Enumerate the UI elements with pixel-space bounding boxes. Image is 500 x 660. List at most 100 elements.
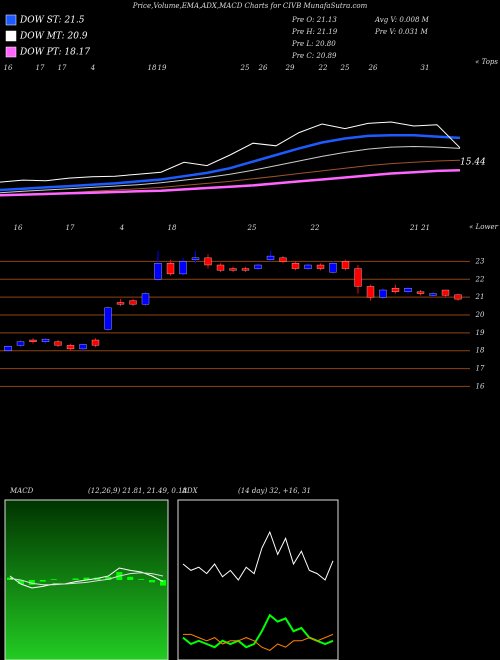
- candle-body: [279, 257, 287, 262]
- adx-label: ADX: [181, 487, 199, 495]
- ema-line: [0, 145, 461, 194]
- candle-body: [416, 291, 425, 294]
- candle-body: [179, 261, 187, 275]
- candle-body: [291, 263, 300, 269]
- candle-body: [116, 302, 125, 305]
- candle-body: [91, 339, 100, 346]
- date-label: 26: [368, 64, 378, 72]
- candle-body: [304, 264, 312, 269]
- date-label: 17: [36, 64, 45, 72]
- date-label: 25: [247, 224, 257, 232]
- candle-body: [241, 268, 250, 271]
- legend-swatch: [5, 30, 17, 42]
- macd-line: [9, 567, 164, 589]
- candle-body: [229, 268, 237, 271]
- macd-histogram-bar: [149, 580, 156, 583]
- stat-label: Avg V: 0.008 M: [374, 16, 430, 24]
- candle-body: [166, 263, 175, 275]
- candle-body: [429, 293, 437, 296]
- corner-label: « Tops: [475, 58, 498, 66]
- y-tick-label: 19: [476, 329, 485, 337]
- candle-body: [404, 288, 412, 292]
- date-label: 26: [258, 64, 268, 72]
- stat-label: Pre V: 0.031 M: [374, 28, 429, 36]
- candle-body: [204, 257, 212, 266]
- date-label: 21 21: [409, 224, 430, 232]
- macd-histogram-bar: [105, 576, 112, 580]
- macd-params: (12,26,9) 21.81, 21.49, 0.18: [88, 487, 188, 495]
- candle-body: [191, 257, 200, 260]
- candle-body: [366, 286, 375, 298]
- macd-histogram-bar: [72, 578, 79, 580]
- candle-body: [29, 339, 37, 342]
- candle-body: [341, 261, 350, 269]
- date-label: 17: [66, 224, 75, 232]
- adx-line: [183, 633, 334, 651]
- date-label: 18: [168, 224, 177, 232]
- macd-histogram-bar: [39, 580, 46, 582]
- date-label: 31: [421, 64, 430, 72]
- y-tick-label: 18: [476, 347, 485, 355]
- candle-body: [141, 293, 150, 305]
- candle-body: [391, 288, 400, 292]
- date-label: 22: [310, 224, 320, 232]
- page-title: Price,Volume,EMA,ADX,MACD Charts for CIV…: [132, 2, 368, 10]
- candle-body: [354, 268, 362, 287]
- candle-body: [54, 341, 62, 346]
- candle-body: [441, 289, 450, 296]
- candle-body: [66, 345, 75, 350]
- date-label: 19: [158, 64, 167, 72]
- y-tick-label: 21: [475, 293, 485, 301]
- candle-body: [154, 263, 162, 280]
- candle-body: [316, 264, 325, 269]
- ema-line: [0, 168, 461, 197]
- y-tick-label: 23: [475, 257, 485, 265]
- y-tick-label: 20: [475, 311, 485, 319]
- candle-body: [379, 289, 387, 298]
- stat-label: Pre L: 20.80: [291, 40, 336, 48]
- date-label: 16: [14, 224, 23, 232]
- y-tick-label: 16: [476, 382, 485, 390]
- macd-histogram-bar: [50, 579, 57, 580]
- ema-line: [0, 121, 461, 183]
- y-tick-label: 17: [476, 365, 485, 373]
- candle-body: [329, 263, 337, 273]
- candle-body: [254, 264, 262, 269]
- legend-swatch: [5, 14, 17, 26]
- date-label: 4: [119, 224, 124, 232]
- legend-swatch: [5, 46, 17, 58]
- macd-histogram-bar: [138, 579, 145, 580]
- macd-histogram-bar: [17, 580, 24, 584]
- adx-line: [182, 613, 334, 649]
- candle-body: [216, 264, 225, 271]
- date-label: 17: [58, 64, 67, 72]
- macd-histogram-bar: [28, 580, 35, 585]
- macd-histogram-bar: [160, 580, 166, 586]
- date-label: 25: [340, 64, 350, 72]
- candle-body: [16, 341, 25, 346]
- candle-body: [4, 346, 12, 351]
- macd-histogram-bar: [83, 577, 90, 580]
- annotation: 15.44: [460, 158, 486, 168]
- ema-line: [0, 133, 461, 192]
- adx-line: [182, 530, 334, 581]
- macd-line: [9, 572, 164, 586]
- candle-body: [454, 294, 462, 300]
- candle-body: [129, 300, 137, 305]
- date-label: 4: [90, 64, 95, 72]
- legend-label: DOW MT: 20.9: [19, 32, 88, 42]
- stat-label: Pre H: 21.19: [291, 28, 338, 36]
- stat-label: Pre C: 20.89: [291, 52, 337, 60]
- candle-body: [79, 344, 87, 350]
- date-label: 29: [285, 64, 295, 72]
- legend-label: DOW ST: 21.5: [19, 16, 85, 26]
- y-tick-label: 22: [475, 275, 485, 283]
- stat-label: Pre O: 21.13: [291, 16, 337, 24]
- candle-body: [41, 338, 50, 342]
- adx-panel: [177, 499, 339, 660]
- corner-label: « Lower: [469, 223, 499, 231]
- candle-body: [104, 307, 112, 330]
- date-label: 18: [148, 64, 157, 72]
- date-label: 22: [318, 64, 328, 72]
